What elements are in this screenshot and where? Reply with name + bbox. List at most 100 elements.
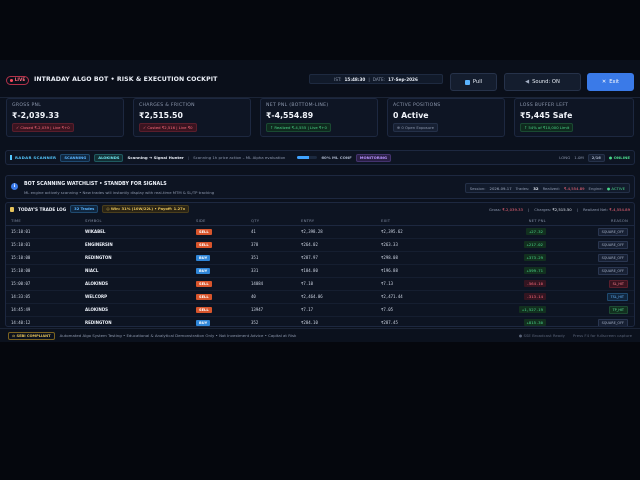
cell-symbol: REDINGTON [80, 316, 191, 326]
session-value: 2026-09-17 [489, 185, 512, 191]
cell-qty: 14084 [246, 277, 296, 291]
cell-reason: SQUARE_OFF [552, 225, 634, 239]
table-row[interactable]: 14:45:49 ALOKINDS SELL 13947 ₹7.17 ₹7.05 +1,52… [6, 303, 634, 317]
live-label: LIVE [14, 78, 26, 83]
card-label: GROSS PNL [12, 103, 42, 108]
col-header[interactable]: SYMBOL [80, 216, 191, 226]
engine-label: Engine: [588, 185, 603, 191]
cell-reason: SQUARE_OFF [552, 238, 634, 252]
table-row[interactable]: 15:10:00 REDINGTON BUY 351 ₹287.97 ₹298.08 +37… [6, 251, 634, 265]
card-label: ACTIVE POSITIONS [393, 103, 441, 108]
radar-scanner-bar: RADAR SCANNER SCANNING ALOKINDS Scanning… [5, 150, 635, 165]
col-header[interactable]: REASON [552, 216, 634, 226]
sound-toggle-button[interactable]: ◀ Sound: ON [504, 73, 581, 91]
divider: | [187, 155, 190, 160]
live-dot-icon [9, 79, 13, 82]
cell-pnl: +815.30 [482, 316, 552, 326]
disclaimer-text: Automated Algo System Testing • Educatio… [59, 333, 297, 338]
cell-symbol: WELCORP [80, 290, 191, 304]
cell-exit: ₹2,471.44 [376, 290, 482, 304]
cell-side: BUY [191, 251, 246, 265]
reason-badge: TSL_HIT [606, 292, 628, 301]
cell-reason: SQUARE_OFF [552, 316, 634, 326]
card-value: ₹-2,039.33 [12, 111, 60, 120]
side-badge: SELL [196, 306, 212, 313]
trade-log-panel: TODAY'S TRADE LOG 32 Trades ◎ Win: 31% (… [5, 202, 635, 327]
exit-button[interactable]: ✕ Exit [587, 73, 634, 91]
cell-time: 15:10:00 [6, 264, 80, 278]
card-value: ₹-4,554.89 [266, 111, 314, 120]
log-icon [10, 206, 14, 212]
col-header[interactable]: QTY [246, 216, 296, 226]
card-value: ₹5,445 Safe [520, 111, 573, 120]
trade-log-title: TODAY'S TRADE LOG [18, 206, 67, 212]
footer-bar: ⚖ SEBI COMPLIANT Automated Algo System T… [0, 328, 640, 342]
trade-log-table: TIME SYMBOL SIDE QTY ENTRY EXIT NET PNL … [6, 216, 634, 326]
col-header[interactable]: EXIT [376, 216, 482, 226]
side-badge: SELL [196, 228, 212, 235]
reason-badge: SL_HIT [608, 279, 628, 288]
cell-symbol: ALOKINDS [80, 277, 191, 291]
active-positions-card: ACTIVE POSITIONS 0 Active ⊕ 0 Open Expos… [387, 98, 505, 137]
table-row[interactable]: 15:10:01 WIKABEL SELL 41 ₹2,398.28 ₹2,395.62 +… [6, 225, 634, 239]
cell-symbol: ENGINERSIN [80, 238, 191, 252]
side-badge: SELL [196, 280, 212, 287]
cell-symbol: NIACL [80, 264, 191, 278]
card-subtext: ✓ Closed ₹-2,039 | Live ₹+0 [12, 123, 74, 132]
table-row[interactable]: 14:33:05 WELCORP SELL 40 ₹2,464.06 ₹2,471.44 -… [6, 290, 634, 304]
table-row[interactable]: 15:00:07 ALOKINDS SELL 14084 ₹7.10 ₹7.13 -564.… [6, 277, 634, 291]
pnl-badge: +815.30 [523, 319, 546, 326]
sound-label: Sound: ON [532, 79, 560, 85]
clock-display: IST: 15:48:30 | DATE: 17-Sep-2026 [309, 74, 443, 84]
speaker-icon: ◀ [525, 79, 530, 85]
cell-side: SELL [191, 238, 246, 252]
cell-qty: 40 [246, 290, 296, 304]
cell-time: 15:10:00 [6, 251, 80, 265]
table-row[interactable]: 14:40:12 REDINGTON BUY 352 ₹284.10 ₹287.45 +81… [6, 316, 634, 326]
cell-entry: ₹2,398.28 [296, 225, 376, 239]
cell-symbol: REDINGTON [80, 251, 191, 265]
cell-entry: ₹284.10 [296, 316, 376, 326]
cell-entry: ₹264.02 [296, 238, 376, 252]
cell-exit: ₹196.88 [376, 264, 482, 278]
session-summary: Session: 2026-09-17 Trades: 32 Realized:… [464, 183, 630, 193]
cell-qty: 41 [246, 225, 296, 239]
monitoring-badge: MONITORING [355, 153, 392, 162]
col-header[interactable]: NET PNL [482, 216, 552, 226]
cell-pnl: +373.29 [482, 251, 552, 265]
trades-label: Trades: [515, 185, 530, 191]
col-header[interactable]: ENTRY [296, 216, 376, 226]
cell-side: SELL [191, 303, 246, 317]
charges-card: CHARGES & FRICTION ₹2,515.50 ✓ Costed ₹2… [133, 98, 251, 137]
cockpit-app: LIVE INTRADAY ALGO BOT • RISK & EXECUTIO… [0, 60, 640, 342]
reason-badge: SQUARE_OFF [597, 266, 628, 275]
cell-time: 15:10:01 [6, 225, 80, 239]
net-pnl-card: NET PNL (BOTTOM-LINE) ₹-4,554.89 ↑ Reali… [260, 98, 378, 137]
cell-entry: ₹184.80 [296, 264, 376, 278]
col-header[interactable]: SIDE [191, 216, 246, 226]
ist-label: IST: [334, 76, 342, 82]
radar-progress: 2/16 [587, 153, 605, 162]
pull-button[interactable]: Pull [450, 73, 497, 91]
realized-label: Realized: [542, 185, 560, 191]
scan-detail: Scanning 1h price action – ML Alpha eval… [193, 155, 286, 160]
date-value: 17-Sep-2026 [388, 76, 418, 82]
card-label: LOSS BUFFER LEFT [520, 103, 569, 108]
reason-badge: TP_HIT [608, 305, 628, 314]
sebi-badge: ⚖ SEBI COMPLIANT [8, 331, 55, 340]
ist-value: 15:48:30 [344, 76, 366, 82]
col-header[interactable]: TIME [6, 216, 80, 226]
pnl-badge: +1,527.19 [518, 306, 546, 313]
ml-confidence-bar [297, 156, 318, 159]
header-bar: LIVE INTRADAY ALGO BOT • RISK & EXECUTIO… [0, 60, 640, 98]
cell-reason: TSL_HIT [552, 290, 634, 304]
session-label: Session: [469, 185, 486, 191]
cell-time: 14:33:05 [6, 290, 80, 304]
cell-time: 15:10:01 [6, 238, 80, 252]
table-row[interactable]: 15:10:01 ENGINERSIN SELL 378 ₹264.02 ₹263.33 +… [6, 238, 634, 252]
scan-flow: Scanning ➔ Signal Hunter [127, 155, 184, 160]
side-badge: BUY [196, 267, 211, 274]
side-badge: SELL [196, 293, 212, 300]
table-row[interactable]: 15:10:00 NIACL BUY 331 ₹184.80 ₹196.88 +599.71… [6, 264, 634, 278]
info-icon: i [11, 183, 18, 190]
